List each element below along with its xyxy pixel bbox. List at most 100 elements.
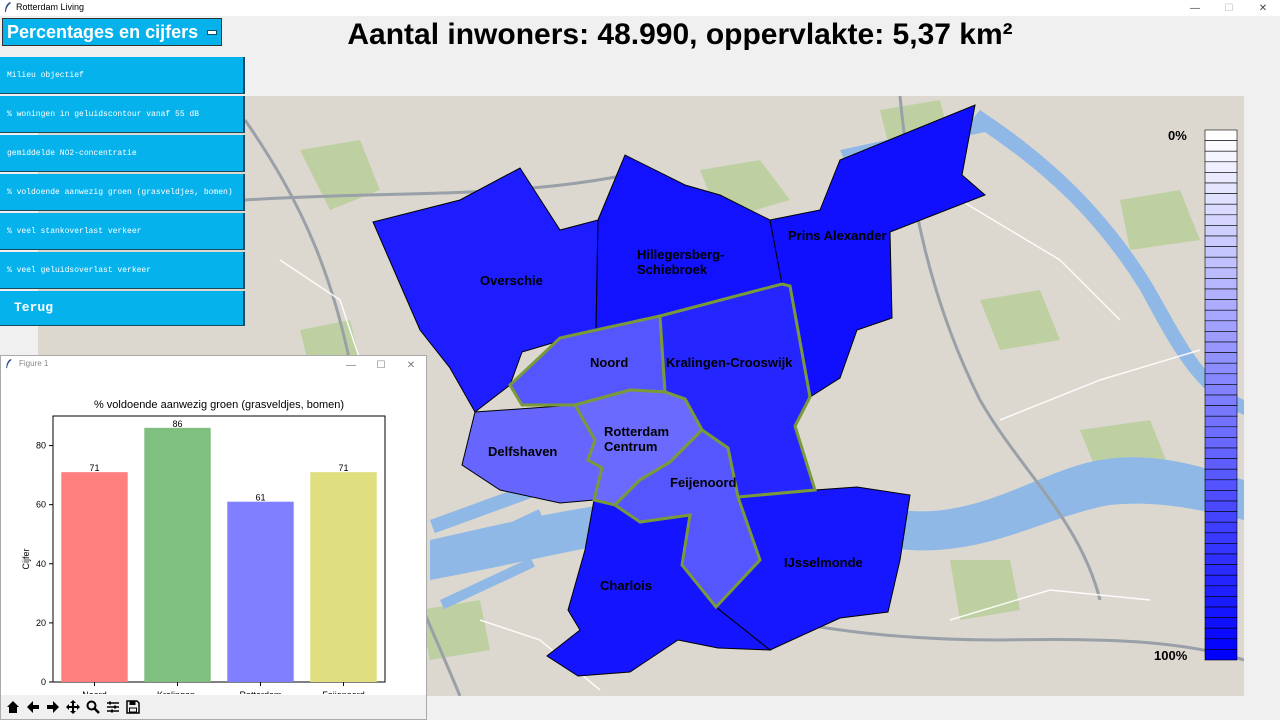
sidebar-menu: Milieu objectief % woningen in geluidsco… bbox=[0, 57, 245, 328]
label-overschie: Overschie bbox=[480, 273, 543, 288]
legend-swatch bbox=[1204, 309, 1238, 322]
legend-bar bbox=[1204, 129, 1238, 661]
label-feijenoord: Feijenoord bbox=[670, 475, 737, 490]
chart-frame bbox=[52, 415, 386, 683]
label-hillegersberg-line2: Schiebroek bbox=[637, 262, 708, 277]
legend-swatch bbox=[1204, 246, 1238, 258]
menu-item-geluidscontour[interactable]: % woningen in geluidscontour vanaf 55 dB bbox=[0, 96, 245, 133]
district-feijenoord[interactable] bbox=[612, 428, 762, 610]
figure-maximize-button[interactable]: ☐ bbox=[376, 359, 386, 371]
legend-swatch bbox=[1204, 511, 1238, 523]
label-hillegersberg-line1: Hillegersberg- bbox=[637, 247, 724, 262]
legend-swatch bbox=[1204, 426, 1238, 438]
legend-swatch bbox=[1204, 437, 1238, 449]
bar bbox=[227, 501, 294, 682]
window-titlebar: Rotterdam Living — ☐ ✕ bbox=[0, 0, 1280, 16]
figure-window-title: Figure 1 bbox=[19, 359, 49, 368]
legend-swatch bbox=[1204, 150, 1238, 163]
x-tick-label: Noord bbox=[82, 690, 107, 694]
label-noord: Noord bbox=[590, 355, 628, 370]
home-icon[interactable] bbox=[4, 698, 22, 716]
bar-chart: % voldoende aanwezig groen (grasveldjes,… bbox=[21, 399, 386, 694]
save-icon[interactable] bbox=[124, 698, 142, 716]
legend-swatch bbox=[1204, 447, 1238, 459]
maximize-button[interactable]: ☐ bbox=[1224, 2, 1234, 14]
legend-swatch bbox=[1204, 182, 1238, 194]
menu-item-milieu-objectief[interactable]: Milieu objectief bbox=[0, 57, 245, 94]
legend-swatch bbox=[1204, 606, 1238, 618]
legend-swatch bbox=[1204, 543, 1238, 555]
dropdown-indicator-icon bbox=[207, 30, 217, 35]
back-button[interactable]: Terug bbox=[0, 291, 245, 326]
configure-icon[interactable] bbox=[104, 698, 122, 716]
legend-swatch bbox=[1204, 468, 1238, 481]
legend-swatch bbox=[1204, 256, 1238, 269]
legend-swatch bbox=[1204, 405, 1238, 417]
forward-arrow-icon[interactable] bbox=[44, 698, 62, 716]
bar-value-label: 71 bbox=[89, 463, 99, 473]
legend-swatch bbox=[1204, 203, 1238, 216]
menu-item-stankoverlast[interactable]: % veel stankoverlast verkeer bbox=[0, 213, 245, 250]
legend-swatch bbox=[1204, 500, 1238, 512]
y-tick-label: 80 bbox=[36, 441, 46, 451]
color-legend: 0% 100% bbox=[1154, 128, 1238, 663]
legend-swatch bbox=[1204, 352, 1238, 364]
x-tick-label: Rotterdam bbox=[239, 690, 281, 694]
page-title: Aantal inwoners: 48.990, oppervlakte: 5,… bbox=[347, 18, 1013, 51]
minimize-button[interactable]: — bbox=[1190, 2, 1200, 14]
menu-button-percentages[interactable]: Percentages en cijfers bbox=[2, 18, 222, 46]
legend-swatch bbox=[1204, 320, 1238, 332]
menu-item-groen[interactable]: % voldoende aanwezig groen (grasveldjes,… bbox=[0, 174, 245, 211]
label-rotterdam-centrum: Rotterdam Centrum bbox=[604, 424, 673, 454]
legend-swatch bbox=[1204, 394, 1238, 406]
legend-swatch bbox=[1204, 490, 1238, 502]
label-delfshaven: Delfshaven bbox=[488, 444, 557, 459]
label-kralingen-crooswijk: Kralingen-Crooswijk bbox=[666, 355, 793, 370]
y-tick-label: 60 bbox=[36, 500, 46, 510]
label-rotterdam-centrum-line1: Rotterdam bbox=[604, 424, 669, 439]
districts[interactable] bbox=[372, 104, 986, 677]
feather-icon bbox=[5, 2, 11, 12]
figure-toolbar bbox=[1, 695, 426, 719]
x-tick-label: Feijenoord bbox=[322, 690, 365, 694]
legend-swatch bbox=[1204, 172, 1238, 184]
label-hillegersberg: Hillegersberg- Schiebroek bbox=[637, 247, 728, 277]
legend-swatch bbox=[1204, 384, 1238, 396]
y-tick-label: 40 bbox=[36, 559, 46, 569]
label-ijsselmonde: IJsselmonde bbox=[784, 555, 863, 570]
chart-ylabel: Cijfer bbox=[21, 548, 31, 569]
legend-swatch bbox=[1204, 564, 1238, 576]
legend-swatch bbox=[1204, 161, 1238, 173]
district-labels: Overschie Hillegersberg- Schiebroek Prin… bbox=[480, 228, 887, 593]
legend-swatch bbox=[1204, 193, 1238, 205]
bar bbox=[144, 427, 211, 682]
legend-swatch bbox=[1204, 278, 1238, 290]
zoom-icon[interactable] bbox=[84, 698, 102, 716]
chart-title: % voldoende aanwezig groen (grasveldjes,… bbox=[94, 399, 344, 411]
menu-item-geluidsoverlast[interactable]: % veel geluidsoverlast verkeer bbox=[0, 252, 245, 289]
legend-swatch bbox=[1204, 267, 1238, 279]
back-arrow-icon[interactable] bbox=[24, 698, 42, 716]
pan-icon[interactable] bbox=[64, 698, 82, 716]
legend-swatch bbox=[1204, 129, 1238, 141]
legend-swatch bbox=[1204, 553, 1238, 565]
selected-districts[interactable] bbox=[508, 282, 817, 610]
legend-swatch bbox=[1204, 235, 1238, 247]
figure-close-button[interactable]: ✕ bbox=[406, 359, 416, 371]
harbor-docks bbox=[429, 482, 544, 610]
legend-swatch bbox=[1204, 214, 1238, 226]
legend-swatch bbox=[1204, 574, 1238, 587]
legend-swatch bbox=[1204, 299, 1238, 311]
legend-swatch bbox=[1204, 596, 1238, 608]
bar-value-label: 71 bbox=[338, 463, 348, 473]
menu-item-no2[interactable]: gemiddelde NO2-concentratie bbox=[0, 135, 245, 172]
y-tick-label: 20 bbox=[36, 618, 46, 628]
figure-minimize-button[interactable]: — bbox=[346, 359, 356, 371]
legend-swatch bbox=[1204, 362, 1238, 375]
label-rotterdam-centrum-line2: Centrum bbox=[604, 439, 657, 454]
window-title: Rotterdam Living bbox=[16, 2, 85, 12]
close-button[interactable]: ✕ bbox=[1258, 2, 1268, 14]
legend-swatch bbox=[1204, 627, 1238, 640]
legend-swatch bbox=[1204, 415, 1238, 428]
legend-swatch bbox=[1204, 341, 1238, 353]
